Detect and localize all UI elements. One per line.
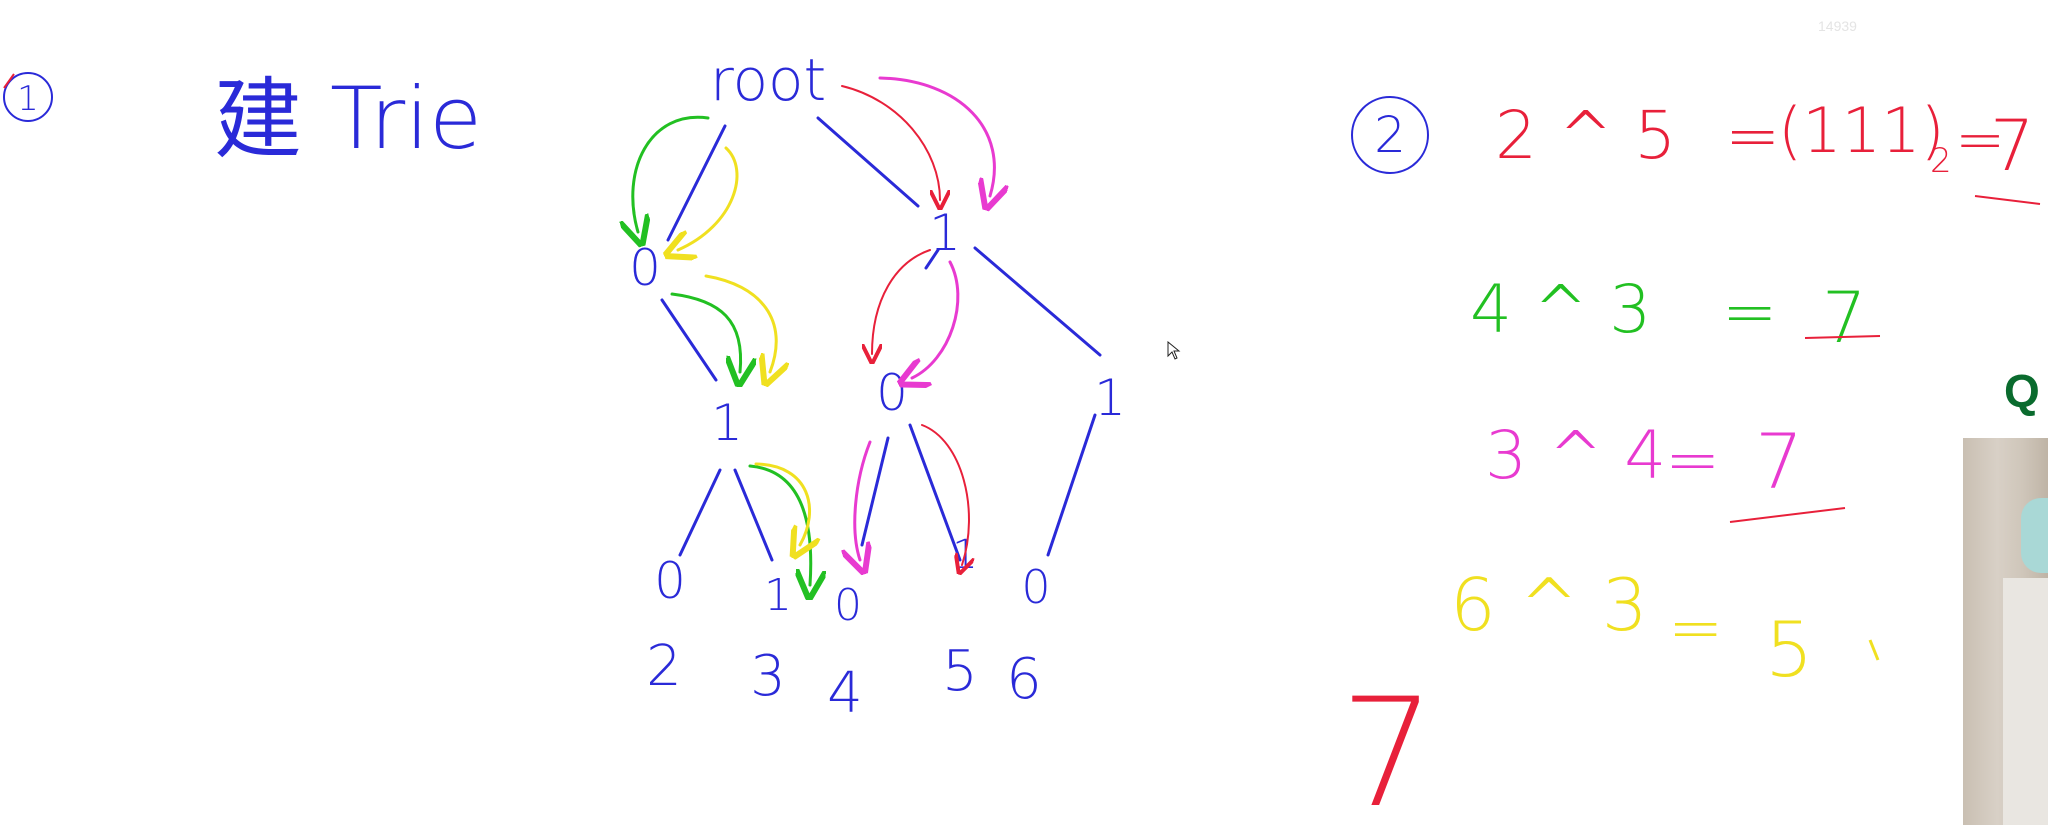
- traversal-arrows-green: [633, 115, 811, 585]
- equation-1-underline: [1974, 195, 2041, 205]
- equation-1-lhs: 2 ^ 5: [1495, 97, 1676, 174]
- equation-2-rhs: 7: [1822, 277, 1867, 359]
- trie-diagram: root 0 1 1 0 1 0 1 0 1 0 2 3 4 5: [629, 46, 1126, 726]
- equation-3-underline: [1729, 507, 1846, 523]
- leaf-value-2: 2: [646, 634, 682, 699]
- equation-3-lhs: 3 ^ 4: [1485, 417, 1666, 494]
- edge-l2-1-0c: [1046, 413, 1097, 557]
- equation-3-equals: =: [1665, 421, 1720, 498]
- node-level3-e: 0: [1021, 560, 1050, 614]
- circle-number-one: 1: [17, 79, 39, 119]
- webcam-overlay: [1963, 438, 2048, 825]
- leaf-value-6: 6: [1006, 647, 1042, 712]
- edge-l2-1-0a: [678, 468, 722, 557]
- leaf-value-3: 3: [750, 644, 786, 709]
- traversal-arrows-yellow: [678, 146, 810, 545]
- red-tick-mark: [3, 73, 15, 89]
- edge-0-1: [660, 298, 718, 382]
- presenter-shirt: [2003, 578, 2048, 825]
- node-level3-b: 1: [764, 570, 792, 621]
- edge-1-1: [973, 246, 1102, 357]
- equation-1-rhs: (111): [1778, 94, 1945, 167]
- traversal-arrows-red: [841, 85, 969, 565]
- section-one-header: 1 建 Trie: [3, 68, 482, 171]
- root-label: root: [710, 46, 826, 114]
- equation-1-subscript: 2: [1930, 141, 1952, 181]
- node-level3-a: 0: [654, 552, 686, 610]
- equation-2-equals: =: [1722, 273, 1777, 350]
- circle-number-one-outline: [3, 72, 53, 122]
- edge-l2-1-1a: [733, 468, 774, 562]
- equation-2-underline: [1804, 335, 1881, 339]
- frame-counter: 14939: [1818, 18, 1857, 34]
- edge-l2-0-1b: [908, 423, 962, 562]
- equation-2-lhs: 4 ^ 3: [1470, 271, 1651, 348]
- node-level1-1: 1: [929, 204, 961, 262]
- q-label: Q: [2004, 365, 2040, 417]
- equation-4-tick: [1868, 639, 1880, 661]
- node-level1-0: 0: [629, 239, 661, 297]
- title-char: 建: [214, 68, 302, 171]
- circle-number-two-outline: [1351, 96, 1429, 174]
- node-level3-c: 0: [834, 580, 862, 631]
- face-mask: [2021, 498, 2048, 573]
- equation-3-rhs: 7: [1755, 417, 1803, 506]
- leaf-value-4: 4: [827, 661, 863, 726]
- edge-root-1: [816, 116, 920, 208]
- equation-1-equals: =: [1725, 97, 1780, 174]
- equation-4-equals: =: [1668, 589, 1723, 666]
- equation-4-rhs: 5: [1765, 605, 1813, 694]
- equation-1-result: 7: [1990, 105, 2035, 187]
- title-word: Trie: [330, 69, 482, 169]
- equation-1-equals-2: =: [1955, 105, 2005, 175]
- node-level2-c: 1: [1094, 369, 1126, 427]
- mouse-cursor-icon: [1167, 341, 1181, 360]
- traversal-arrows-magenta: [855, 76, 995, 560]
- equation-4-lhs: 6 ^ 3: [1450, 563, 1648, 647]
- section-two: 2 2 ^ 5 = (111) 2 = 7 4 ^ 3 = 7 3 ^ 4 = …: [1340, 94, 2041, 825]
- answer-seven: 7: [1340, 667, 1435, 825]
- edge-l2-0-0b: [860, 436, 890, 547]
- edge-1-0: [924, 248, 940, 270]
- trie-edges: [660, 116, 1102, 562]
- circle-number-two: 2: [1374, 106, 1406, 164]
- node-level2-b: 0: [876, 364, 908, 422]
- node-level2-a: 1: [711, 394, 743, 452]
- leaf-value-5: 5: [942, 639, 978, 704]
- edge-root-0: [666, 124, 727, 242]
